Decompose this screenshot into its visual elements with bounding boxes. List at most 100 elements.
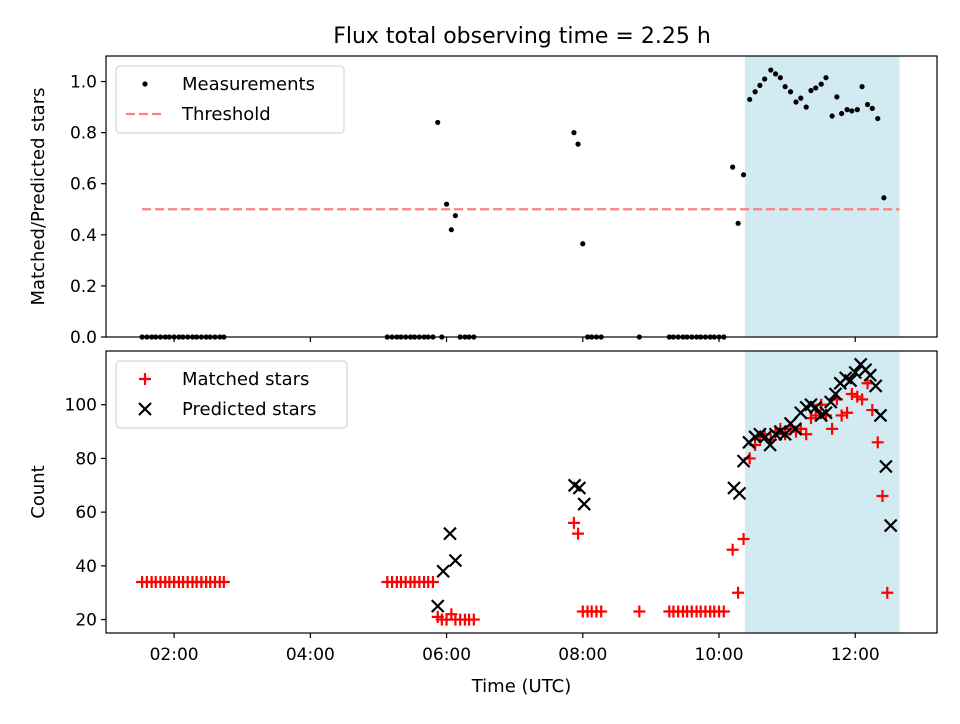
data-point <box>881 586 894 599</box>
y-tick-label: 60 <box>75 503 97 523</box>
data-point <box>752 89 758 95</box>
data-point <box>736 454 751 468</box>
data-point <box>856 393 869 406</box>
top-panel: 0.0 0.2 0.4 0.6 0.8 1.0 Matched/Predicted star… <box>28 55 938 348</box>
data-point <box>843 373 858 388</box>
legend: Measurements Threshold <box>115 65 345 134</box>
data-point <box>778 427 792 442</box>
chart-title: Flux total observing time = 2.25 h <box>333 24 711 49</box>
y-tick-label: 0.4 <box>70 226 97 246</box>
legend-label: Predicted stars <box>182 399 316 420</box>
legend-box <box>115 65 345 134</box>
data-point <box>849 108 855 114</box>
data-point <box>819 405 833 420</box>
data-point <box>787 89 794 95</box>
data-point <box>829 113 835 119</box>
y-axis-label: Count <box>28 465 49 518</box>
data-point <box>883 518 898 533</box>
x-tick-label: 06:00 <box>422 645 471 665</box>
data-point <box>735 220 741 226</box>
data-point <box>572 481 587 495</box>
data-point <box>841 406 854 419</box>
legend-label: Measurements <box>182 74 315 95</box>
data-point <box>448 553 463 568</box>
data-point <box>871 436 884 449</box>
data-point <box>864 101 871 108</box>
data-point <box>835 409 848 422</box>
data-point <box>577 497 591 511</box>
axes-frame <box>105 350 938 634</box>
data-point <box>567 516 580 529</box>
y-tick-label: 0.8 <box>70 124 97 144</box>
data-point <box>818 81 824 87</box>
axes-frame <box>105 55 938 338</box>
data-point <box>571 130 577 136</box>
data-point <box>747 96 753 103</box>
data-point <box>845 387 858 400</box>
data-point <box>772 71 779 77</box>
data-point <box>800 428 813 441</box>
data-point <box>868 379 883 393</box>
data-point <box>854 107 860 113</box>
data-point <box>848 365 863 380</box>
x-tick-label: 12:00 <box>831 645 880 665</box>
data-point <box>798 95 804 101</box>
data-point <box>876 490 889 503</box>
data-point <box>793 99 799 105</box>
data-point <box>826 422 839 435</box>
x-tick-label: 04:00 <box>286 645 335 665</box>
series-predicted-stars <box>430 357 898 613</box>
data-point <box>426 575 439 588</box>
y-tick-label: 0.2 <box>70 277 97 297</box>
legend-box <box>115 360 348 429</box>
data-point <box>467 613 480 626</box>
data-point <box>881 195 887 201</box>
data-point <box>732 586 745 599</box>
legend-label: Matched stars <box>182 369 309 390</box>
y-tick-label: 100 <box>65 396 97 416</box>
bottom-panel: 20 40 60 80 100 02:00 04:00 06:00 08:00 10:00 12:0… <box>28 350 938 697</box>
legend-label: Threshold <box>181 104 271 125</box>
legend-swatch <box>139 373 151 385</box>
data-point <box>834 94 840 100</box>
data-point <box>782 84 788 90</box>
data-point <box>436 564 450 579</box>
data-point <box>217 575 230 588</box>
data-point <box>873 408 888 423</box>
data-point <box>768 67 774 73</box>
data-point <box>808 400 823 415</box>
data-point <box>839 110 845 117</box>
data-point <box>863 368 878 382</box>
data-point <box>879 459 893 474</box>
data-point <box>448 227 454 233</box>
data-point <box>869 105 875 111</box>
data-point <box>717 605 730 618</box>
data-point <box>757 82 763 88</box>
y-axis-label: Matched/Predicted stars <box>28 88 49 306</box>
data-point <box>875 115 881 122</box>
x-axis-label: Time (UTC) <box>471 676 572 697</box>
y-tick-label: 20 <box>75 611 97 631</box>
data-point <box>443 526 457 541</box>
shaded-span <box>744 351 900 633</box>
y-tick-label: 1.0 <box>70 73 97 93</box>
data-point <box>763 438 777 452</box>
data-point <box>813 85 819 91</box>
x-tick-label: 02:00 <box>150 645 199 665</box>
data-point <box>737 533 750 545</box>
data-point <box>788 422 803 436</box>
data-point <box>443 201 450 207</box>
data-point <box>777 75 783 81</box>
data-point <box>808 87 814 94</box>
data-point <box>726 543 739 556</box>
y-tick-label: 40 <box>75 557 97 577</box>
shaded-span <box>744 56 900 337</box>
data-point <box>572 527 585 540</box>
data-point <box>575 141 581 147</box>
data-point <box>823 75 829 81</box>
x-tick-label: 08:00 <box>558 645 607 665</box>
data-point <box>740 172 747 178</box>
data-point <box>732 486 747 501</box>
data-point <box>762 76 768 82</box>
